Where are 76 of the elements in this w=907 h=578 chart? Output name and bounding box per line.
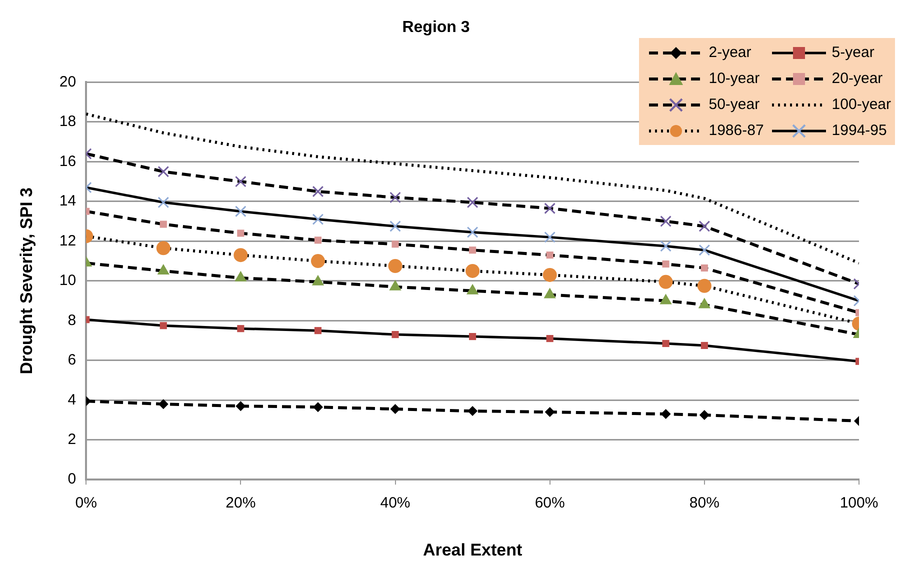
point (660, 409, 671, 420)
point (660, 216, 672, 227)
point (466, 226, 478, 238)
point (234, 206, 246, 218)
point (160, 220, 167, 228)
y-tick-label: 10 (59, 272, 76, 290)
point (158, 196, 170, 208)
point (544, 202, 556, 214)
point (542, 268, 557, 282)
y-tick-label: 12 (59, 232, 76, 250)
legend-label: 50-year (708, 96, 760, 113)
point (662, 260, 670, 268)
y-tick-label: 14 (59, 192, 76, 210)
point (156, 241, 170, 256)
y-tick-label: 6 (68, 352, 76, 369)
x-tick-label: 60% (534, 494, 565, 512)
point (546, 334, 554, 342)
point (698, 220, 710, 232)
legend-label: 100-year (832, 96, 891, 113)
x-tick-label: 40% (380, 494, 410, 512)
point (544, 407, 555, 418)
point (314, 327, 322, 334)
y-tick-label: 2 (68, 431, 76, 448)
x-tick-label: 0% (75, 494, 97, 512)
point (469, 333, 476, 340)
legend-label: 1986-87 (708, 122, 764, 139)
point (312, 214, 324, 226)
point (697, 278, 712, 293)
y-tick-label: 16 (59, 152, 76, 170)
point (158, 399, 168, 410)
x-axis-title: Areal Extent (422, 540, 522, 560)
point (390, 192, 401, 204)
x-tick-label: 80% (689, 494, 720, 512)
legend-label: 20-year (832, 70, 883, 87)
point (236, 401, 246, 412)
point (660, 240, 672, 252)
point (662, 340, 670, 348)
point (544, 231, 556, 243)
legend-label: 5-year (832, 44, 874, 61)
x-tick-label: 100% (840, 494, 878, 512)
point (658, 274, 673, 289)
y-tick-label: 4 (68, 391, 76, 408)
y-tick-label: 18 (59, 113, 76, 130)
point (700, 342, 708, 350)
point (237, 230, 244, 237)
legend-label: 1994-95 (832, 122, 887, 139)
y-tick-label: 0 (68, 470, 76, 488)
point (392, 331, 399, 338)
point (234, 176, 246, 188)
point (468, 406, 478, 416)
point (314, 236, 322, 244)
y-tick-label: 8 (68, 312, 76, 329)
point (699, 410, 710, 420)
point (312, 186, 324, 198)
chart-title: Region 3 (402, 19, 470, 36)
point (546, 252, 554, 259)
point (698, 244, 710, 256)
point (160, 322, 167, 330)
point (390, 404, 400, 414)
point (392, 240, 399, 248)
point (237, 325, 244, 332)
point (469, 246, 476, 254)
y-axis-title: Drought Severity, SPI 3 (16, 188, 36, 374)
point (310, 254, 325, 268)
point (700, 264, 708, 272)
point (158, 166, 170, 178)
y-tick-label: 20 (59, 73, 76, 90)
point (234, 248, 248, 262)
point (390, 220, 401, 232)
point (466, 196, 478, 208)
legend-label: 10-year (708, 70, 760, 87)
point (466, 264, 480, 278)
legend-label: 2-year (708, 44, 752, 61)
x-tick-label: 20% (226, 494, 256, 512)
point (388, 259, 402, 273)
point (312, 402, 323, 412)
